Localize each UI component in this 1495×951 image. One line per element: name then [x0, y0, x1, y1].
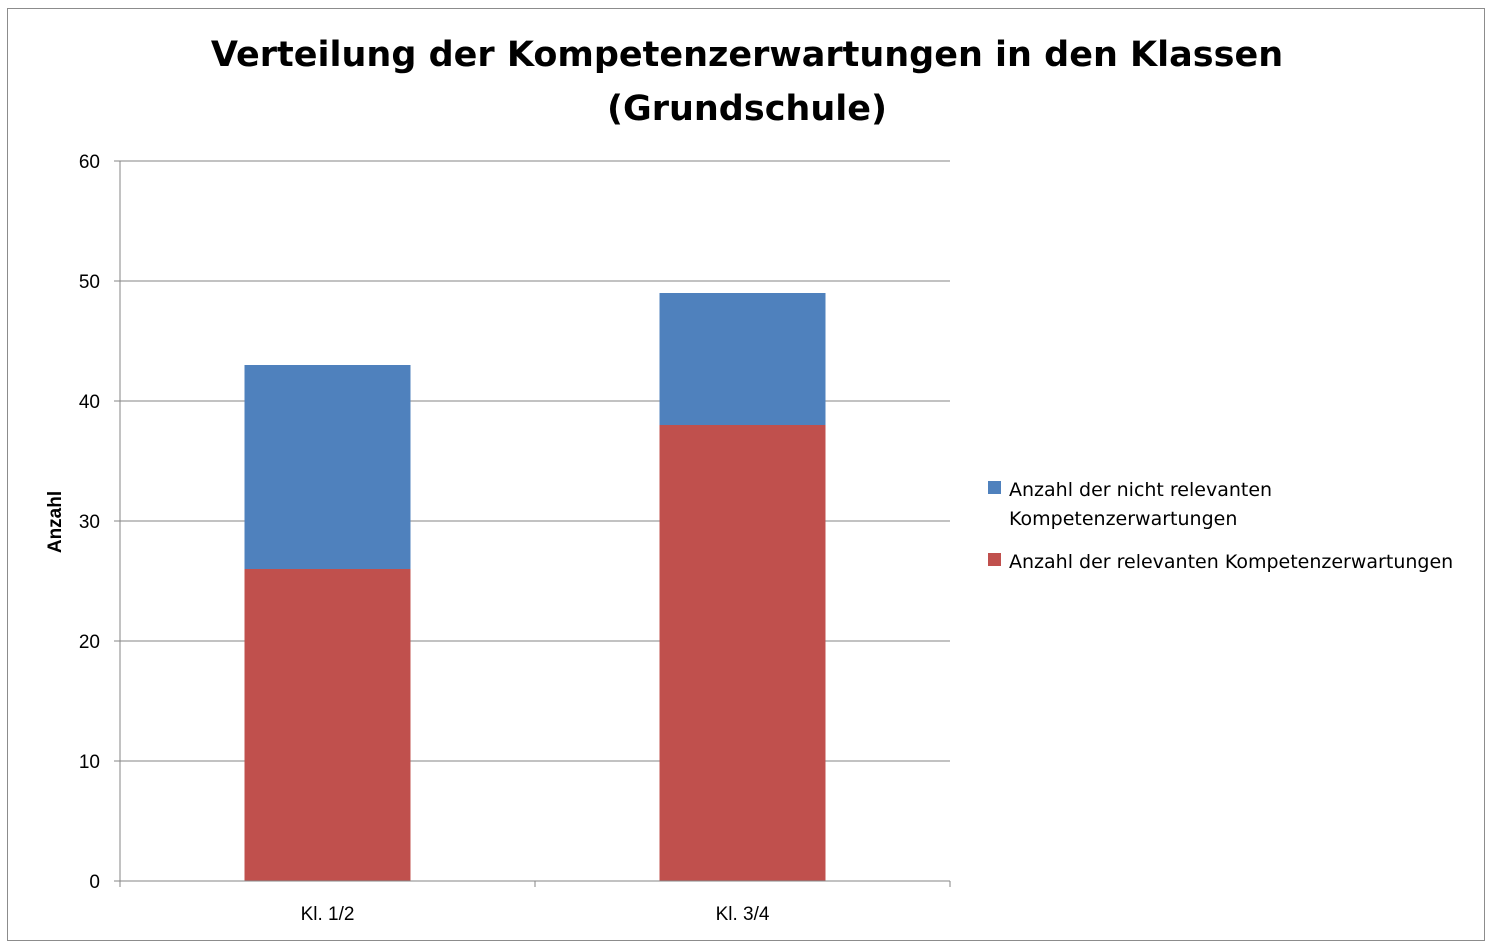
y-axis-title: Anzahl: [45, 491, 66, 553]
bar-nicht-relevant-0: [244, 365, 411, 569]
y-tick-label-0: 0: [89, 872, 100, 893]
bar-nicht-relevant-1: [659, 293, 826, 425]
bars: [244, 293, 826, 881]
y-tick-label-60: 60: [79, 152, 100, 173]
legend-label-relevant: Anzahl der relevanten Kompetenzerwartung…: [1009, 551, 1453, 573]
axes: 0 10 20 30 40 50 60 Kl. 1/2 Kl. 3/4: [79, 152, 951, 925]
legend-swatch-relevant: [988, 553, 1001, 566]
chart-title: Verteilung der Kompetenzerwartungen in d…: [211, 35, 1283, 75]
y-tick-label-30: 30: [79, 512, 100, 533]
y-tick-label-10: 10: [79, 752, 100, 773]
x-tick-label-1: Kl. 3/4: [716, 904, 770, 925]
x-tick-label-0: Kl. 1/2: [301, 904, 355, 925]
legend-swatch-nicht-relevant: [988, 481, 1001, 494]
bar-relevant-1: [659, 425, 826, 881]
y-tick-label-20: 20: [79, 632, 100, 653]
legend-label-nicht-relevant-line1: Anzahl der nicht relevanten: [1009, 479, 1272, 501]
legend-label-nicht-relevant-line2: Kompetenzerwartungen: [1009, 508, 1237, 530]
legend: Anzahl der nicht relevanten Kompetenzerw…: [988, 479, 1453, 573]
y-tick-label-40: 40: [79, 392, 100, 413]
bar-relevant-0: [244, 569, 411, 881]
chart-subtitle: (Grundschule): [607, 89, 887, 129]
y-tick-label-50: 50: [79, 272, 100, 293]
